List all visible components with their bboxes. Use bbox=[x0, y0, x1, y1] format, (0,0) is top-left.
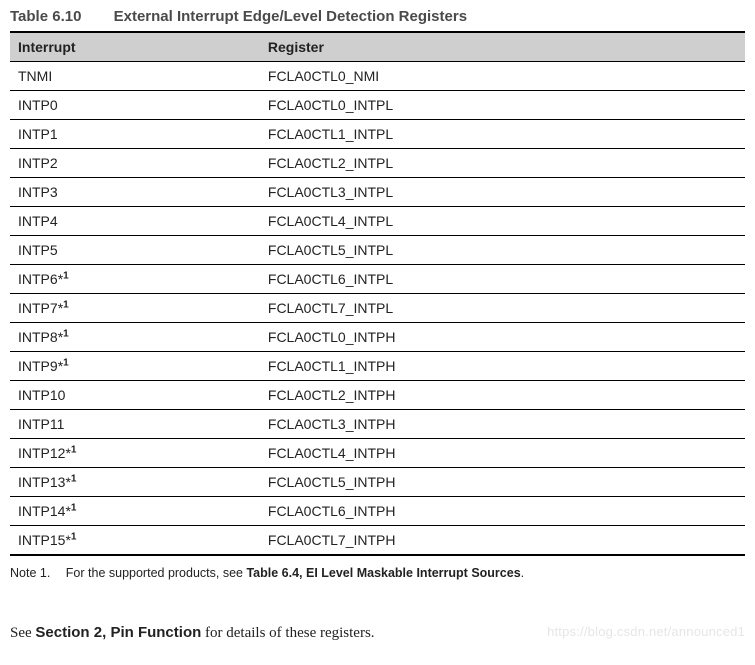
note-text-bold: Table 6.4, EI Level Maskable Interrupt S… bbox=[246, 566, 520, 580]
cell-interrupt: INTP11 bbox=[10, 410, 260, 439]
interrupt-name: INTP2 bbox=[18, 155, 58, 171]
cell-interrupt: INTP6*1 bbox=[10, 265, 260, 294]
note-text-suffix: . bbox=[521, 566, 524, 580]
table-row: INTP15*1FCLA0CTL7_INTPH bbox=[10, 526, 745, 556]
cell-interrupt: INTP14*1 bbox=[10, 497, 260, 526]
table-row: INTP10 FCLA0CTL2_INTPH bbox=[10, 381, 745, 410]
interrupt-name: INTP14 bbox=[18, 503, 65, 519]
table-row: INTP4 FCLA0CTL4_INTPL bbox=[10, 207, 745, 236]
col-header-register: Register bbox=[260, 32, 745, 62]
table-row: INTP12*1FCLA0CTL4_INTPH bbox=[10, 439, 745, 468]
note-sup: 1 bbox=[63, 328, 69, 339]
interrupt-name: INTP3 bbox=[18, 184, 58, 200]
note-sup: 1 bbox=[71, 531, 77, 542]
table-row: INTP8*1FCLA0CTL0_INTPH bbox=[10, 323, 745, 352]
interrupt-name: INTP9 bbox=[18, 358, 58, 374]
footer-line: See Section 2, Pin Function for details … bbox=[10, 624, 745, 642]
footer-rest: for details of these registers. bbox=[201, 625, 374, 641]
cell-register: FCLA0CTL2_INTPL bbox=[260, 149, 745, 178]
cell-register: FCLA0CTL0_INTPH bbox=[260, 323, 745, 352]
table-caption: Table 6.10 External Interrupt Edge/Level… bbox=[10, 8, 745, 25]
cell-interrupt: INTP3 bbox=[10, 178, 260, 207]
cell-register: FCLA0CTL4_INTPL bbox=[260, 207, 745, 236]
table-row: INTP2 FCLA0CTL2_INTPL bbox=[10, 149, 745, 178]
footer-section: Section 2, Pin Function bbox=[35, 624, 201, 641]
interrupt-name: INTP10 bbox=[18, 387, 65, 403]
note-sup: 1 bbox=[63, 270, 69, 281]
cell-interrupt: INTP7*1 bbox=[10, 294, 260, 323]
table-row: INTP3 FCLA0CTL3_INTPL bbox=[10, 178, 745, 207]
interrupt-name: INTP1 bbox=[18, 126, 58, 142]
interrupt-name: TNMI bbox=[18, 68, 52, 84]
cell-register: FCLA0CTL7_INTPL bbox=[260, 294, 745, 323]
footer-see: See bbox=[10, 625, 35, 641]
cell-register: FCLA0CTL6_INTPH bbox=[260, 497, 745, 526]
cell-interrupt: INTP12*1 bbox=[10, 439, 260, 468]
cell-interrupt: INTP10 bbox=[10, 381, 260, 410]
interrupt-name: INTP13 bbox=[18, 474, 65, 490]
cell-interrupt: INTP1 bbox=[10, 120, 260, 149]
table-row: INTP9*1FCLA0CTL1_INTPH bbox=[10, 352, 745, 381]
cell-interrupt: INTP13*1 bbox=[10, 468, 260, 497]
table-row: INTP14*1FCLA0CTL6_INTPH bbox=[10, 497, 745, 526]
note-sup: 1 bbox=[63, 357, 69, 368]
interrupt-name: INTP15 bbox=[18, 532, 65, 548]
cell-register: FCLA0CTL1_INTPL bbox=[260, 120, 745, 149]
table-number: Table 6.10 bbox=[10, 8, 81, 25]
interrupt-name: INTP11 bbox=[18, 416, 64, 432]
col-header-interrupt: Interrupt bbox=[10, 32, 260, 62]
table-row: INTP11 FCLA0CTL3_INTPH bbox=[10, 410, 745, 439]
cell-register: FCLA0CTL0_NMI bbox=[260, 62, 745, 91]
table-header-row: Interrupt Register bbox=[10, 32, 745, 62]
cell-register: FCLA0CTL5_INTPL bbox=[260, 236, 745, 265]
note-text-prefix: For the supported products, see bbox=[66, 566, 247, 580]
table-row: INTP1 FCLA0CTL1_INTPL bbox=[10, 120, 745, 149]
table-title: External Interrupt Edge/Level Detection … bbox=[114, 8, 467, 25]
cell-interrupt: INTP0 bbox=[10, 91, 260, 120]
cell-interrupt: INTP5 bbox=[10, 236, 260, 265]
interrupt-name: INTP8 bbox=[18, 329, 58, 345]
cell-interrupt: TNMI bbox=[10, 62, 260, 91]
note-sup: 1 bbox=[71, 473, 77, 484]
table-note: Note 1. For the supported products, see … bbox=[10, 566, 745, 580]
cell-register: FCLA0CTL1_INTPH bbox=[260, 352, 745, 381]
interrupt-name: INTP4 bbox=[18, 213, 58, 229]
cell-register: FCLA0CTL7_INTPH bbox=[260, 526, 745, 556]
cell-interrupt: INTP15*1 bbox=[10, 526, 260, 556]
cell-register: FCLA0CTL3_INTPL bbox=[260, 178, 745, 207]
table-row: TNMI FCLA0CTL0_NMI bbox=[10, 62, 745, 91]
cell-register: FCLA0CTL4_INTPH bbox=[260, 439, 745, 468]
cell-interrupt: INTP8*1 bbox=[10, 323, 260, 352]
cell-register: FCLA0CTL2_INTPH bbox=[260, 381, 745, 410]
interrupt-name: INTP0 bbox=[18, 97, 58, 113]
note-sup: 1 bbox=[71, 502, 77, 513]
note-sup: 1 bbox=[63, 299, 69, 310]
note-sup: 1 bbox=[71, 444, 77, 455]
table-row: INTP13*1FCLA0CTL5_INTPH bbox=[10, 468, 745, 497]
cell-register: FCLA0CTL0_INTPL bbox=[260, 91, 745, 120]
interrupt-name: INTP7 bbox=[18, 300, 58, 316]
table-row: INTP5 FCLA0CTL5_INTPL bbox=[10, 236, 745, 265]
watermark: https://blog.csdn.net/announced1 bbox=[547, 624, 745, 639]
note-label: Note 1. bbox=[10, 566, 50, 580]
cell-register: FCLA0CTL6_INTPL bbox=[260, 265, 745, 294]
cell-interrupt: INTP2 bbox=[10, 149, 260, 178]
table-row: INTP7*1FCLA0CTL7_INTPL bbox=[10, 294, 745, 323]
cell-register: FCLA0CTL3_INTPH bbox=[260, 410, 745, 439]
registers-table: Interrupt Register TNMIFCLA0CTL0_NMIINTP… bbox=[10, 31, 745, 556]
table-row: INTP6*1FCLA0CTL6_INTPL bbox=[10, 265, 745, 294]
table-row: INTP0 FCLA0CTL0_INTPL bbox=[10, 91, 745, 120]
interrupt-name: INTP5 bbox=[18, 242, 58, 258]
cell-register: FCLA0CTL5_INTPH bbox=[260, 468, 745, 497]
cell-interrupt: INTP9*1 bbox=[10, 352, 260, 381]
cell-interrupt: INTP4 bbox=[10, 207, 260, 236]
interrupt-name: INTP12 bbox=[18, 445, 65, 461]
interrupt-name: INTP6 bbox=[18, 271, 58, 287]
